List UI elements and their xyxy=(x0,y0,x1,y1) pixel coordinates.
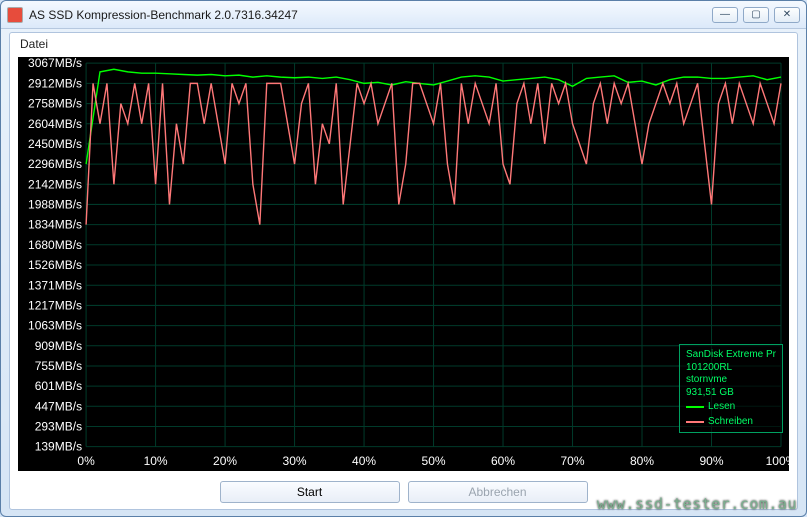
legend-swatch-write xyxy=(686,421,704,423)
minimize-button[interactable]: — xyxy=(712,7,738,23)
svg-text:1834MB/s: 1834MB/s xyxy=(28,218,82,232)
svg-text:3067MB/s: 3067MB/s xyxy=(28,57,82,70)
svg-text:1526MB/s: 1526MB/s xyxy=(28,258,82,272)
app-icon xyxy=(7,7,23,23)
svg-text:0%: 0% xyxy=(77,454,95,468)
svg-text:2450MB/s: 2450MB/s xyxy=(28,137,82,151)
window-title: AS SSD Kompression-Benchmark 2.0.7316.34… xyxy=(29,8,712,22)
legend-write-label: Schreiben xyxy=(708,416,753,429)
svg-text:1988MB/s: 1988MB/s xyxy=(28,197,82,211)
svg-text:2758MB/s: 2758MB/s xyxy=(28,97,82,111)
svg-text:2604MB/s: 2604MB/s xyxy=(28,117,82,131)
legend-driver: stornvme xyxy=(686,374,776,387)
legend-capacity: 931,51 GB xyxy=(686,387,776,400)
chart-area: 3067MB/s 2912MB/s 2758MB/s 2604MB/s 2450MB/s… xyxy=(18,57,789,471)
legend-write: Schreiben xyxy=(686,416,776,429)
legend-device: SanDisk Extreme Pr xyxy=(686,349,776,362)
svg-text:70%: 70% xyxy=(561,454,585,468)
svg-text:30%: 30% xyxy=(283,454,307,468)
close-button[interactable]: ✕ xyxy=(774,7,800,23)
legend-read-label: Lesen xyxy=(708,401,735,414)
svg-text:139MB/s: 139MB/s xyxy=(35,440,82,454)
svg-text:10%: 10% xyxy=(144,454,168,468)
legend-firmware: 101200RL xyxy=(686,362,776,375)
app-window: AS SSD Kompression-Benchmark 2.0.7316.34… xyxy=(0,0,807,517)
svg-text:2912MB/s: 2912MB/s xyxy=(28,76,82,90)
svg-text:1680MB/s: 1680MB/s xyxy=(28,238,82,252)
legend-swatch-read xyxy=(686,406,704,408)
svg-text:293MB/s: 293MB/s xyxy=(35,419,82,433)
menu-datei[interactable]: Datei xyxy=(20,37,48,51)
svg-text:1371MB/s: 1371MB/s xyxy=(28,278,82,292)
svg-text:1217MB/s: 1217MB/s xyxy=(28,298,82,312)
watermark: www.ssd-tester.com.au xyxy=(597,495,797,513)
abort-button[interactable]: Abbrechen xyxy=(408,481,588,503)
svg-text:755MB/s: 755MB/s xyxy=(35,359,82,373)
svg-text:1063MB/s: 1063MB/s xyxy=(28,319,82,333)
svg-text:909MB/s: 909MB/s xyxy=(35,339,82,353)
svg-text:2142MB/s: 2142MB/s xyxy=(28,177,82,191)
svg-text:60%: 60% xyxy=(491,454,515,468)
svg-text:90%: 90% xyxy=(699,454,723,468)
svg-text:2296MB/s: 2296MB/s xyxy=(28,157,82,171)
svg-text:100%: 100% xyxy=(766,454,789,468)
window-controls: — ▢ ✕ xyxy=(712,7,800,23)
legend-box: SanDisk Extreme Pr 101200RL stornvme 931… xyxy=(679,344,783,433)
svg-text:80%: 80% xyxy=(630,454,654,468)
svg-text:447MB/s: 447MB/s xyxy=(35,399,82,413)
compression-chart: 3067MB/s 2912MB/s 2758MB/s 2604MB/s 2450MB/s… xyxy=(18,57,789,471)
titlebar: AS SSD Kompression-Benchmark 2.0.7316.34… xyxy=(1,1,806,29)
content-panel: Datei 3067MB/s 2912MB/s 2758MB/s 2604MB/s 24… xyxy=(9,32,798,510)
menubar: Datei xyxy=(10,33,797,55)
svg-text:601MB/s: 601MB/s xyxy=(35,379,82,393)
svg-text:40%: 40% xyxy=(352,454,376,468)
start-button[interactable]: Start xyxy=(220,481,400,503)
legend-read: Lesen xyxy=(686,401,776,414)
svg-text:20%: 20% xyxy=(213,454,237,468)
maximize-button[interactable]: ▢ xyxy=(743,7,769,23)
svg-text:50%: 50% xyxy=(422,454,446,468)
